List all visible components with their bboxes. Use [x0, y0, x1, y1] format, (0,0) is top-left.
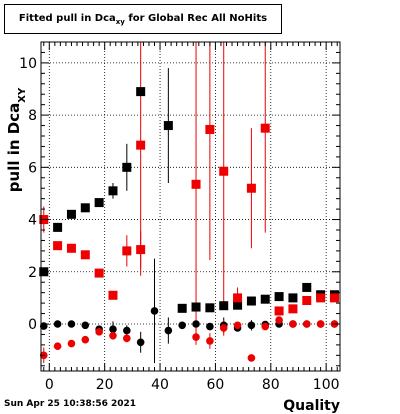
circle-marker: [164, 326, 173, 335]
y-tick-label: 2: [28, 265, 37, 281]
circle-marker: [275, 316, 283, 324]
x-tick-label: 20: [96, 377, 114, 393]
y-tick-label: 6: [28, 160, 37, 176]
circle-marker: [67, 320, 76, 328]
circle-marker: [192, 320, 200, 328]
square-marker: [205, 303, 215, 313]
y-tick-label: 4: [28, 213, 37, 229]
square-marker: [163, 121, 173, 131]
timestamp: Sun Apr 25 10:38:56 2021: [4, 399, 137, 409]
square-marker: [122, 246, 132, 256]
square-marker: [80, 250, 90, 260]
circle-marker: [81, 321, 90, 330]
square-marker: [288, 304, 298, 314]
y-tick-label: 0: [28, 317, 37, 333]
circle-marker: [316, 320, 325, 328]
square-marker: [191, 179, 201, 189]
square-marker: [94, 198, 104, 208]
circle-marker: [261, 322, 270, 331]
circle-marker: [109, 325, 117, 334]
square-marker: [136, 140, 146, 150]
circle-marker: [219, 324, 228, 332]
y-axis-label: pull in DcaXY: [5, 87, 28, 192]
x-tick-label: 40: [151, 377, 169, 393]
circle-marker: [206, 322, 214, 331]
square-marker: [316, 293, 326, 303]
y-label-subscript: XY: [17, 87, 28, 103]
y-tick-label: 10: [19, 56, 37, 72]
square-marker: [66, 243, 76, 253]
square-marker: [246, 296, 256, 306]
square-marker: [233, 293, 243, 303]
square-marker: [302, 296, 312, 305]
title-tail: for Global Rec All NoHits: [124, 13, 268, 24]
circle-marker: [247, 354, 256, 362]
square-marker: [66, 209, 76, 219]
circle-marker: [53, 342, 62, 350]
circle-marker: [247, 321, 256, 330]
circle-marker: [233, 321, 242, 330]
error-bars: [43, 42, 266, 364]
square-marker: [219, 301, 229, 311]
square-marker: [122, 162, 132, 172]
plot-frame: [40, 41, 341, 372]
circle-marker: [53, 320, 62, 328]
circle-marker: [81, 335, 90, 344]
circle-marker: [123, 326, 131, 335]
square-marker: [219, 166, 229, 176]
y-label-main: pull in Dca: [5, 103, 23, 192]
y-tick-label: 8: [28, 108, 37, 124]
title-box: Fitted pull in Dcaxy for Global Rec All …: [4, 4, 282, 34]
square-marker: [108, 186, 118, 196]
square-marker: [136, 245, 146, 255]
square-marker: [94, 268, 104, 278]
x-axis-label: Quality: [283, 398, 340, 414]
square-marker: [246, 183, 256, 193]
circle-marker: [178, 321, 186, 330]
square-marker: [274, 306, 284, 316]
square-marker: [260, 294, 270, 304]
circle-marker: [67, 339, 76, 348]
square-marker: [260, 123, 270, 133]
circle-marker: [95, 328, 103, 336]
title-subscript: xy: [115, 18, 125, 26]
title-main: Fitted pull in Dca: [18, 13, 116, 24]
square-marker: [233, 300, 243, 310]
data-markers: [39, 87, 339, 362]
circle-marker: [136, 338, 145, 347]
square-marker: [302, 282, 312, 292]
circle-marker: [192, 333, 200, 341]
square-marker: [191, 302, 201, 312]
circle-marker: [123, 334, 131, 343]
x-tick-label: 60: [207, 377, 225, 393]
chart-title: Fitted pull in Dcaxy for Global Rec All …: [5, 13, 281, 26]
x-tick-label: 100: [313, 377, 340, 393]
axis-layer: 0 20 40 60 80 100 0 2 4 6 8 10: [19, 42, 340, 393]
circle-marker: [289, 320, 297, 328]
square-marker: [136, 87, 146, 97]
circle-marker: [206, 337, 214, 345]
circle-marker: [150, 307, 159, 315]
square-marker: [329, 293, 339, 303]
square-marker: [53, 222, 63, 232]
square-marker: [288, 293, 298, 303]
x-tick-label: 80: [262, 377, 280, 393]
square-marker: [53, 241, 63, 251]
square-marker: [205, 124, 215, 134]
square-marker: [80, 203, 90, 213]
circle-marker: [109, 331, 117, 340]
x-tick-label: 0: [45, 377, 54, 393]
square-marker: [108, 290, 118, 300]
square-marker: [274, 292, 284, 302]
circle-marker: [302, 320, 311, 328]
grid-layer: [41, 42, 340, 371]
square-marker: [177, 303, 187, 313]
